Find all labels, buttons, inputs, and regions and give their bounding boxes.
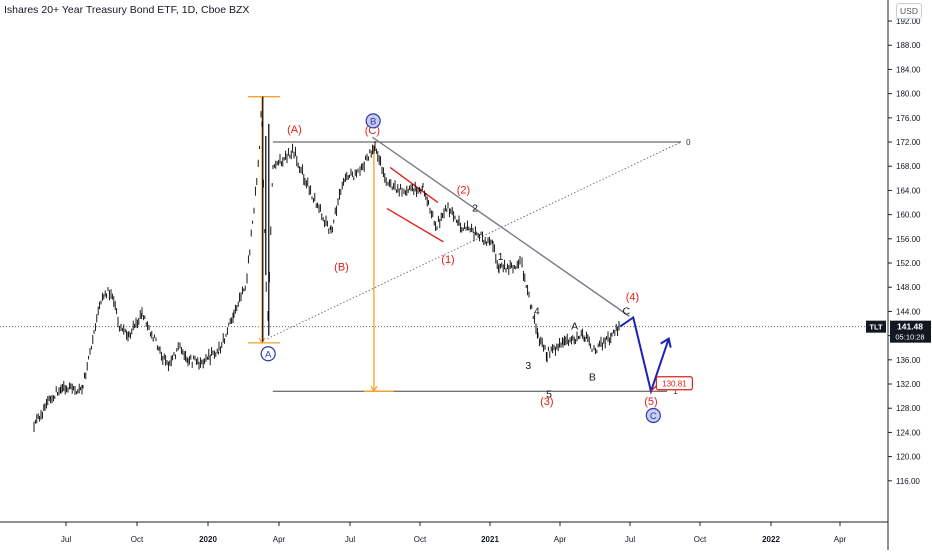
wedge-upper-line	[389, 166, 439, 204]
wave-label-red: (C)	[365, 125, 380, 137]
wave-label-red: (4)	[626, 292, 639, 304]
wedge-lower-line	[386, 207, 444, 243]
currency-button[interactable]: USD	[896, 3, 922, 19]
time-axis-label: Jul	[625, 535, 635, 544]
price-axis-label: 128.00	[896, 404, 921, 413]
price-axis-label: 172.00	[896, 138, 921, 147]
price-axis-label: 180.00	[896, 90, 921, 99]
wave-label-red: (3)	[540, 396, 553, 408]
time-axis-label: 2020	[199, 535, 217, 544]
wave-circle-label: C	[650, 411, 657, 422]
projection-arrowhead-blue	[660, 337, 672, 348]
drawings-layer: 01	[0, 96, 888, 396]
time-axis-label: Apr	[834, 535, 847, 544]
price-axis-label: 116.00	[896, 477, 920, 486]
wave-label-black: 1	[498, 251, 504, 263]
wave-label-black: B	[589, 371, 596, 383]
price-axis-label: 148.00	[896, 283, 921, 292]
projection-arrowhead	[370, 385, 378, 393]
fib-level-0-label: 0	[686, 138, 691, 147]
price-axis-label: 144.00	[896, 307, 921, 316]
wave-label-black: 3	[525, 360, 531, 372]
price-axis-label: 132.00	[896, 380, 921, 389]
wave-circle-marker	[645, 407, 661, 424]
symbol-tag-bg	[866, 320, 886, 333]
price-axis-label: 176.00	[896, 114, 921, 123]
wave-circle-label: A	[265, 349, 272, 360]
time-axis-label: 2021	[481, 535, 499, 544]
wave-label-black: 2	[472, 203, 478, 215]
time-axis-label: Oct	[414, 535, 427, 544]
price-axis-label: 164.00	[896, 186, 921, 195]
wave-labels-layer: (A) (C) (B) (1) (2) (3) (4) (5) 2 1 4 3 5 A B C A B C	[260, 113, 661, 424]
time-axis-label: 2022	[762, 535, 780, 544]
wave-label-red: (B)	[334, 261, 349, 273]
price-axis-label: 160.00	[896, 211, 921, 220]
measure-arrowhead	[258, 337, 266, 345]
wave-label-black: 5	[546, 388, 552, 400]
price-axis-label: 136.00	[896, 356, 921, 365]
price-axis-label: 156.00	[896, 235, 921, 244]
price-tag-countdown: 05:10:28	[895, 333, 924, 342]
wave-label-red: (5)	[644, 396, 657, 408]
wave-label-black: C	[622, 305, 630, 317]
target-box-value: 130.81	[662, 379, 687, 388]
fib-level-1-label: 1	[673, 387, 678, 396]
price-tag-value: 141.48	[897, 322, 923, 332]
price-bars-layer	[33, 96, 620, 432]
wave-label-black: 4	[534, 305, 540, 317]
time-axis-label: Jul	[345, 535, 355, 544]
time-axis-label: Oct	[131, 535, 144, 544]
trendline	[371, 136, 630, 317]
price-axis-label: 168.00	[896, 162, 921, 171]
price-axis-label: 124.00	[896, 428, 921, 437]
price-axis-label: 184.00	[896, 65, 921, 74]
price-axis-label: 192.00	[896, 17, 921, 26]
wave-circle-marker	[260, 346, 276, 362]
wave-circle-marker	[365, 113, 381, 129]
wave-label-red: (1)	[441, 254, 454, 266]
price-axis-label: 152.00	[896, 259, 921, 268]
wave-label-red: (A)	[287, 124, 302, 136]
price-axis-label: 188.00	[896, 41, 921, 50]
wave-label-red: (2)	[457, 184, 470, 196]
axes-layer: 116.00120.00124.00128.00132.00136.00140.…	[0, 0, 921, 550]
projection-path	[619, 315, 670, 395]
time-axis-label: Jul	[61, 535, 71, 544]
symbol-tag-label: TLT	[869, 323, 883, 332]
chart-title: Ishares 20+ Year Treasury Bond ETF, 1D, …	[4, 4, 250, 16]
target-box	[655, 376, 693, 391]
price-axis-label: 120.00	[896, 453, 921, 462]
time-axis-label: Apr	[554, 535, 567, 544]
price-tag-bg	[890, 320, 931, 343]
time-axis-label: Oct	[694, 535, 707, 544]
wave-label-black: A	[571, 321, 578, 333]
wave-circle-label: B	[370, 116, 376, 127]
time-axis-label: Apr	[273, 535, 286, 544]
